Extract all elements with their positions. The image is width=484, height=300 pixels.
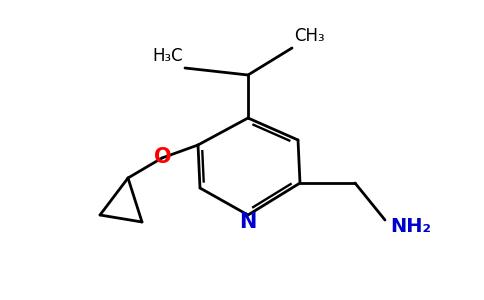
Text: CH₃: CH₃ [294,27,325,45]
Text: O: O [154,147,172,167]
Text: NH₂: NH₂ [390,217,431,236]
Text: H₃C: H₃C [152,47,183,65]
Text: N: N [239,212,257,232]
